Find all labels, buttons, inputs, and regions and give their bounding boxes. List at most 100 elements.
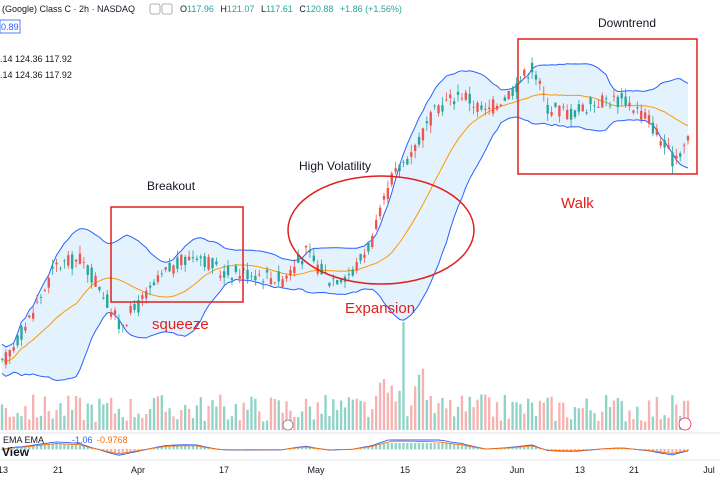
volume-bar [141,417,144,430]
volume-bar [351,399,354,430]
macd-histogram-bar [117,449,121,455]
volume-bar [304,398,308,430]
candle-body [300,260,304,265]
candle-body [168,262,171,272]
candle-body [382,195,386,200]
candle-body [285,275,288,279]
macd-histogram-bar [468,446,471,450]
eye-icon[interactable] [149,3,161,15]
candle [406,156,409,165]
macd-histogram-bar [624,448,627,450]
time-tick-label: 21 [629,465,639,475]
macd-histogram-bar [530,445,534,450]
candle [632,109,635,115]
macd-histogram-bar [375,445,378,450]
candle-body [686,136,690,141]
volume-bar [542,402,545,430]
volume-bar [137,413,140,430]
volume-bar [223,406,226,430]
macd-histogram-bar [647,449,651,451]
candle-body [491,99,495,114]
candle-body [386,187,390,199]
candle [507,90,510,100]
candle [488,99,491,115]
volume-bar [211,400,214,430]
volume-bar [156,396,160,430]
candle [20,324,23,347]
candle-body [429,112,432,126]
candle [113,307,117,320]
candle [484,102,487,116]
candle [523,68,526,80]
candle-body [425,121,429,124]
macd-histogram-bar [293,447,296,450]
volume-bar [199,397,202,430]
bollinger-upper-line [1,63,689,348]
volume-bar [484,394,487,430]
candle [246,262,249,284]
candle-body [655,128,658,136]
volume-bar [417,374,421,430]
candle [534,70,538,86]
time-tick-label: Apr [131,465,145,475]
macd-histogram-bar [63,443,66,450]
candle-body [67,255,70,266]
candle [589,96,592,112]
expansion-ellipse [287,175,475,285]
bollinger-middle-line [1,93,689,363]
candle [219,270,222,282]
macd-histogram-bar [8,448,11,450]
candle [8,349,11,364]
candle [663,134,666,155]
macd-histogram-bar [187,445,191,450]
settings-icon[interactable] [161,3,173,15]
volume-bar [28,419,31,430]
candle [328,282,331,288]
candle-body [515,83,518,92]
candle [39,293,43,305]
candle-body [125,325,128,326]
legend-icon-group[interactable] [149,3,173,15]
macd-histogram-bar [289,448,292,450]
volume-bar [70,410,74,430]
macd-signal-line [1,440,689,455]
candle-body [433,105,436,107]
candle [265,266,269,280]
volume-bar [308,406,312,430]
volume-bar [328,416,331,430]
candle-body [269,278,273,284]
candle [230,277,234,286]
volume-bar [651,416,655,430]
volume-bar [320,413,323,430]
candle [643,108,647,120]
candle [300,257,304,270]
candle [449,89,452,106]
candle-body [8,350,11,357]
macd-histogram-bar [429,443,432,450]
candle-body [538,80,542,84]
candle-body [527,77,530,79]
candle-body [289,269,292,276]
macd-histogram-bar [355,448,358,450]
volume-bar [121,417,124,430]
candle-body [336,280,339,285]
candle [261,278,265,290]
candle-body [70,254,74,269]
candle-body [164,267,167,270]
macd-histogram-bar [659,449,662,453]
candle [168,258,171,273]
volume-bar [300,411,304,430]
earnings-icon[interactable] [282,419,294,431]
ohlc-readout: O117.96 H121.07 L117.61 C120.88 +1.86 (+… [180,4,402,14]
dividend-icon[interactable] [678,417,692,431]
volume-bar [495,402,499,430]
volume-bar [675,404,678,430]
candle [347,267,351,280]
macd-histogram-bar [152,448,156,450]
volume-bar [332,399,335,430]
macd-histogram-bar [480,448,483,450]
candle-body [226,266,230,276]
candle [176,250,179,273]
macd-value-2: -0.9768 [97,435,128,445]
volume-bar [261,421,265,430]
